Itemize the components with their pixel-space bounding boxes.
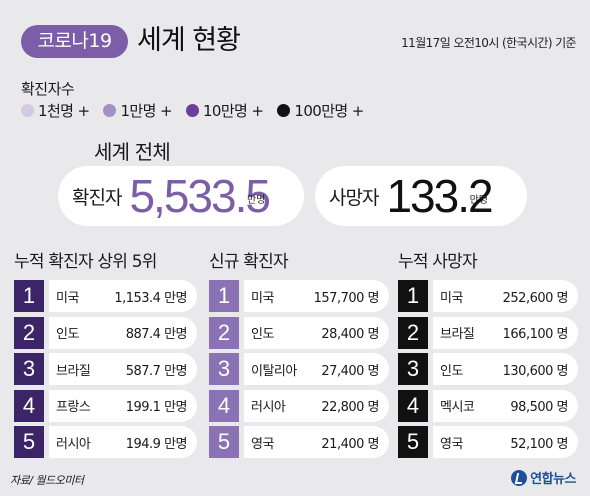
list-item: 5 영국 21,400 명 [209,426,389,458]
list-item: 2 인도 28,400 명 [209,316,389,349]
new-confirmed-list: 1 미국 157,700 명 2 인도 28,400 명 3 이탈리아 27,400 명 4… [209,280,389,463]
country-value: 28,400 명 [321,327,379,342]
legend-label: 10만명 + [202,102,264,120]
country-value: 166,100 명 [502,327,569,342]
list-item: 4 러시아 22,800 명 [209,389,389,422]
country-value: 252,600 명 [502,290,569,306]
country-name: 미국 [56,290,79,306]
list-item: 2 브라질 166,100 명 [398,316,578,349]
cumulative-deaths-title: 누적 사망자 [398,252,478,272]
rank-badge: 1 [209,280,239,312]
rank-badge: 1 [14,280,44,312]
country-name: 인도 [56,327,79,342]
list-item: 5 영국 52,100 명 [398,426,578,458]
country-name: 미국 [440,290,463,306]
confirmed-label: 확진자 [72,186,122,209]
deaths-label: 사망자 [329,186,379,209]
legend-label: 1만명 + [120,102,172,120]
world-deaths-pill: 사망자 133.2 만명 [315,166,527,226]
legend-item-100k: 10만명 + [185,100,264,121]
title-badge: 코로나19 [21,25,128,58]
legend-dot-icon [21,104,34,117]
logo-text: 연합뉴스 [530,472,576,487]
rank-badge: 5 [398,426,428,458]
rank-badge: 4 [209,389,239,422]
list-item: 1 미국 157,700 명 [209,280,389,312]
rank-badge: 1 [398,280,428,312]
country-value: 21,400 명 [321,436,379,452]
country-name: 멕시코 [440,400,475,415]
country-value: 98,500 명 [510,400,568,415]
country-value: 194.9 만명 [125,436,188,452]
legend-dot-icon [185,104,199,117]
rank-badge: 2 [398,316,428,349]
country-name: 러시아 [251,400,286,415]
country-value: 1,153.4 만명 [114,290,187,306]
country-value: 157,700 명 [313,290,380,306]
cumulative-confirmed-list: 1 미국 1,153.4 만명 2 인도 887.4 만명 3 브라질 587.7 만명 4… [14,280,197,463]
country-value: 27,400 명 [321,363,379,379]
rank-badge: 3 [398,353,428,385]
cumulative-deaths-list: 1 미국 252,600 명 2 브라질 166,100 명 3 인도 130,600 명 … [398,280,578,463]
country-name: 인도 [251,327,274,342]
list-item: 5 러시아 194.9 만명 [14,426,197,458]
confirmed-value: 5,533.5 [129,170,270,222]
legend-item-10k: 1만명 + [103,100,173,121]
rank-badge: 4 [14,389,44,422]
legend-dot-icon [277,104,291,117]
cumulative-confirmed-title: 누적 확진자 상위 5위 [14,252,157,272]
source-note: 자료/ 월드오미터 [10,474,84,487]
world-total-title: 세계 전체 [94,140,171,164]
legend-label: 1천명 + [38,102,90,120]
country-value: 887.4 만명 [125,327,188,342]
rank-badge: 5 [209,426,239,458]
confirmed-unit: 만명 [246,194,266,206]
country-name: 영국 [440,436,463,452]
country-value: 130,600 명 [502,363,569,379]
world-confirmed-pill: 확진자 5,533.5 만명 [58,166,304,226]
list-item: 3 인도 130,600 명 [398,353,578,385]
legend-label: 100만명 + [294,102,364,120]
deaths-unit: 만명 [469,194,488,206]
country-name: 브라질 [56,363,91,379]
reference-date: 11월17일 오전10시 (한국시간) 기준 [401,36,576,50]
legend-title: 확진자수 [21,80,75,98]
rank-badge: 4 [398,389,428,422]
country-name: 이탈리아 [251,363,297,379]
list-item: 3 이탈리아 27,400 명 [209,353,389,385]
rank-badge: 2 [209,316,239,349]
country-name: 미국 [251,290,274,306]
list-item: 1 미국 252,600 명 [398,280,578,312]
country-value: 587.7 만명 [125,363,188,379]
list-item: 4 멕시코 98,500 명 [398,389,578,422]
country-value: 199.1 만명 [125,400,188,415]
country-name: 프랑스 [56,400,91,415]
list-item: 3 브라질 587.7 만명 [14,353,197,385]
legend-dot-icon [103,104,117,117]
country-name: 영국 [251,436,274,452]
country-name: 인도 [440,363,463,379]
new-confirmed-title: 신규 확진자 [209,252,289,272]
country-name: 브라질 [440,327,475,342]
country-name: 러시아 [56,436,91,452]
rank-badge: 3 [14,353,44,385]
yonhap-logo-icon [511,469,528,486]
legend: 1천명 + 1만명 + 10만명 + 100만명 + [21,100,364,121]
rank-badge: 2 [14,316,44,349]
yonhap-logo: 연합뉴스 [511,468,576,487]
country-value: 22,800 명 [321,400,379,415]
list-item: 4 프랑스 199.1 만명 [14,389,197,422]
rank-badge: 3 [209,353,239,385]
list-item: 2 인도 887.4 만명 [14,316,197,349]
list-item: 1 미국 1,153.4 만명 [14,280,197,312]
rank-badge: 5 [14,426,44,458]
deaths-value: 133.2 [386,170,493,222]
page-title: 세계 현황 [137,25,241,56]
legend-item-1m: 100만명 + [277,100,364,121]
country-value: 52,100 명 [510,436,568,452]
legend-item-1k: 1천명 + [21,100,90,121]
